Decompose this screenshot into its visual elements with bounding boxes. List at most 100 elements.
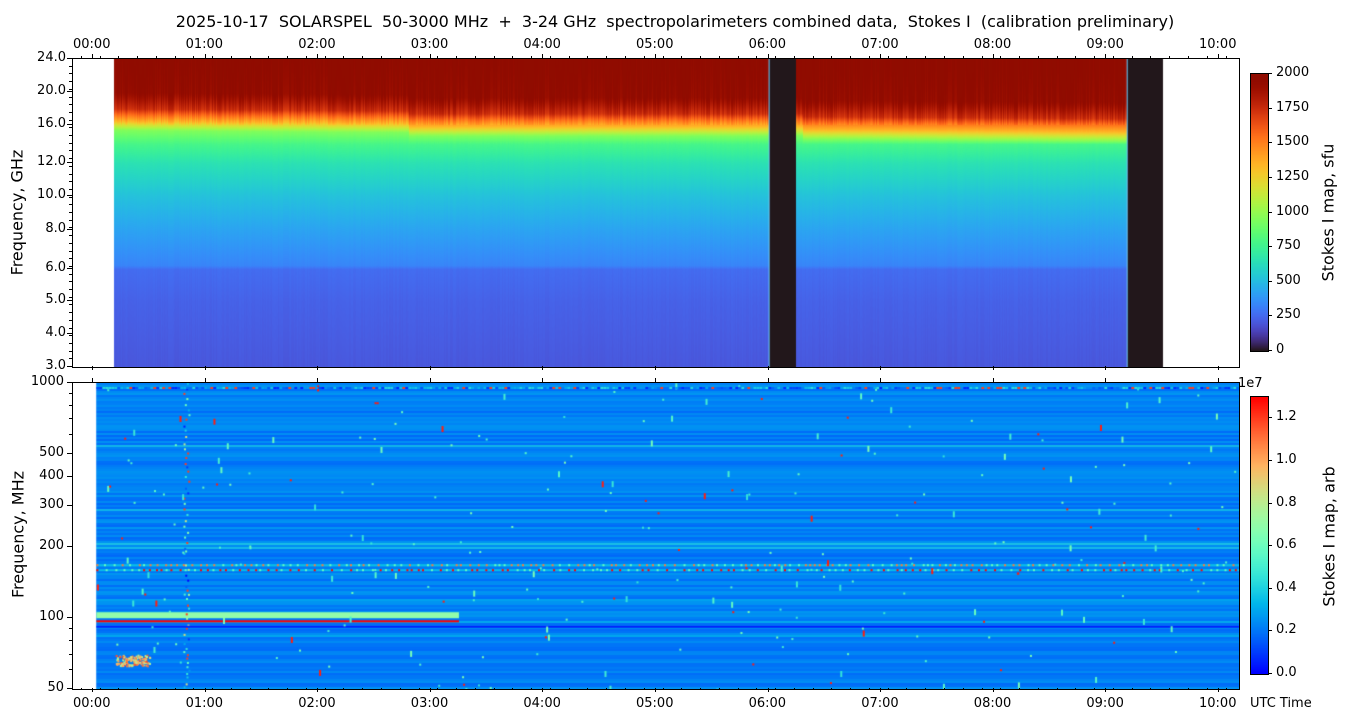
minor-tick [118,56,120,58]
minor-tick [1225,688,1227,690]
minor-tick [775,688,777,690]
bottom-x-tick-mark [1105,378,1107,382]
minor-tick [868,56,870,58]
minor-tick [69,242,72,244]
minor-tick [69,335,72,337]
top-x-tick-label: 07:00 [861,37,899,52]
minor-tick [69,188,72,190]
bottom-colorbar-tick-mark [1268,545,1272,547]
minor-tick [212,688,214,690]
top-x-tick-mark [204,54,206,58]
minor-tick [531,56,533,58]
top-y-tick-label: 4.0 [45,325,66,340]
minor-tick [212,56,214,58]
minor-tick [531,688,533,690]
minor-tick [69,669,72,671]
bottom-colorbar-tick-label: 0.4 [1276,579,1297,595]
minor-tick [69,127,72,129]
minor-tick [193,688,195,690]
minor-tick [69,327,72,329]
bottom-x-tick-label: 06:00 [748,696,787,711]
top-x-tick-mark [542,366,544,370]
top-x-tick-mark [1105,366,1107,370]
bottom-x-tick-label: 07:00 [861,696,899,711]
bottom-x-tick-mark [1105,688,1107,692]
top-x-tick-mark [1105,54,1107,58]
top-colorbar-tick-label: 250 [1276,307,1301,323]
minor-tick [1075,688,1077,690]
minor-tick [69,81,72,83]
top-y-tick-mark [67,333,72,334]
top-x-tick-mark [317,366,319,370]
top-x-tick-mark [1218,54,1219,58]
minor-tick [868,688,870,690]
minor-tick [1037,56,1039,58]
minor-tick [962,688,964,690]
bottom-y-tick-mark [67,382,72,383]
minor-tick [568,688,570,690]
bottom-x-tick-mark [542,688,544,692]
minor-tick [662,56,664,58]
minor-tick [587,56,589,58]
minor-tick [69,319,72,321]
minor-tick [474,688,476,690]
bottom-x-tick-label: 09:00 [1086,696,1124,711]
top-colorbar-tick-label: 1750 [1276,99,1310,115]
top-y-tick-label: 5.0 [45,292,66,307]
bottom-y-tick-mark [67,475,72,477]
minor-tick [362,688,364,690]
bottom-x-tick-label: 03:00 [410,696,449,711]
top-x-tick-mark [92,366,93,370]
bottom-colorbar-tick-label: 0.8 [1276,494,1297,510]
bottom-y-tick-mark [67,452,72,454]
bottom-colorbar-tick-label: 0.2 [1276,622,1297,638]
minor-tick [1187,56,1189,58]
minor-tick [437,688,439,690]
minor-tick [174,56,176,58]
top-y-tick-mark [67,124,72,125]
minor-tick [925,56,927,58]
bottom-colorbar-tick-label: 0.6 [1276,537,1297,553]
top-colorbar-tick-mark [1268,211,1272,213]
bottom-y-tick-label: 500 [39,444,64,460]
bottom-x-tick-mark [204,688,206,692]
minor-tick [69,342,72,344]
minor-tick [69,65,72,67]
top-colorbar-tick-mark [1268,73,1272,74]
minor-tick [69,219,72,221]
top-x-tick-label: 03:00 [410,37,449,52]
top-y-tick-label: 3.0 [45,358,66,373]
top-y-tick-label: 6.0 [45,260,66,275]
minor-tick [737,688,739,690]
top-y-tick-mark [67,195,72,196]
bottom-colorbar-gradient [1251,397,1268,674]
minor-tick [381,688,382,690]
minor-tick [381,56,382,58]
minor-tick [69,135,72,136]
top-colorbar-tick-label: 1000 [1276,203,1310,219]
top-x-tick-label: 01:00 [185,37,224,52]
minor-tick [456,688,458,690]
minor-tick [69,227,72,229]
minor-tick [287,688,289,690]
bottom-colorbar-tick-mark [1268,502,1272,504]
minor-tick [249,688,251,690]
minor-tick [831,56,833,58]
top-y-tick-label: 24.0 [37,50,66,65]
bottom-colorbar-tick-label: 0.0 [1276,665,1297,680]
minor-tick [1019,56,1021,58]
minor-tick [69,104,72,106]
bottom-colorbar-label: Stokes I map, arb [1319,466,1339,607]
top-y-tick-label: 10.0 [37,187,66,202]
minor-tick [1112,56,1114,58]
bottom-x-tick-mark [317,378,319,382]
minor-tick [193,56,195,58]
minor-tick [69,142,72,144]
minor-tick [324,56,326,58]
bottom-x-tick-label: 02:00 [298,696,336,711]
bottom-x-tick-mark [317,688,319,692]
bottom-spectrogram-heatmap [73,383,1239,689]
minor-tick [69,366,72,367]
minor-tick [643,56,645,58]
bottom-y-tick-label: 100 [39,609,64,625]
